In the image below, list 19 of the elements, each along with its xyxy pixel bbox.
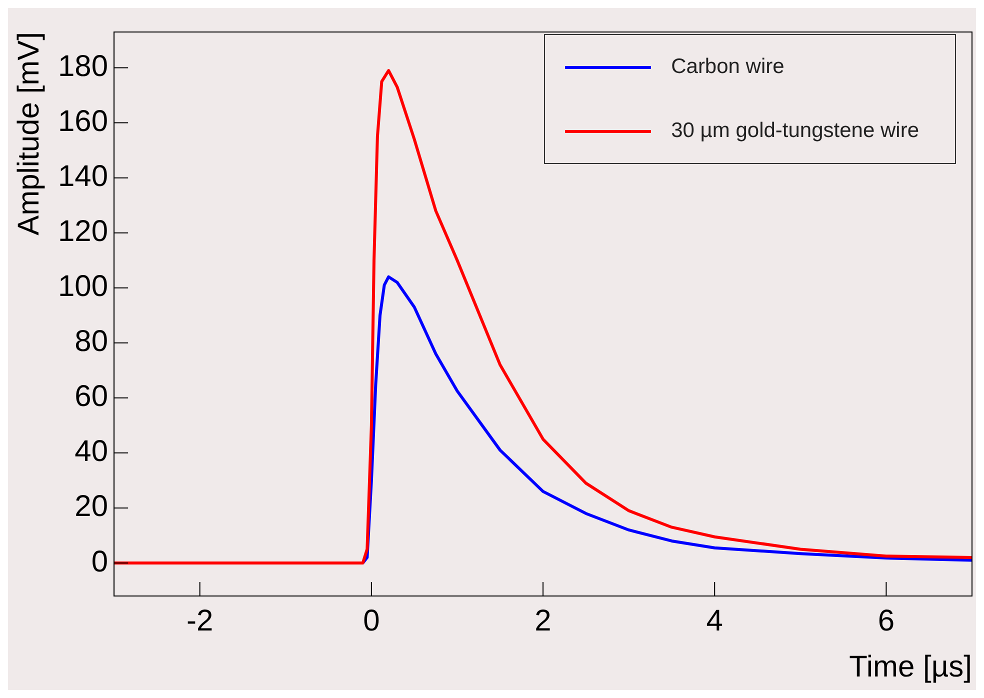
y-tick-label: 100 [58,270,108,304]
y-tick-label: 140 [58,160,108,194]
y-tick-label: 160 [58,105,108,138]
x-tick-label: 2 [534,604,552,638]
legend-label: 30 µm gold-tungstene wire [671,119,919,143]
y-tick-label: 40 [74,435,108,468]
x-tick-label: 0 [363,604,380,638]
x-tick-label: -2 [186,604,214,638]
x-axis-title: Time [µs] [849,650,972,684]
x-tick-label: 4 [706,604,723,638]
x-tick-label: 6 [878,604,895,638]
y-tick-label: 180 [58,50,108,84]
y-tick-label: 120 [58,215,108,248]
legend-label: Carbon wire [671,55,784,79]
y-axis-title: Amplitude [mV] [12,32,46,236]
y-tick-label: 80 [74,325,108,358]
y-tick-label: 20 [74,490,108,524]
y-tick-label: 60 [74,380,108,414]
y-tick-label: 0 [91,545,108,578]
